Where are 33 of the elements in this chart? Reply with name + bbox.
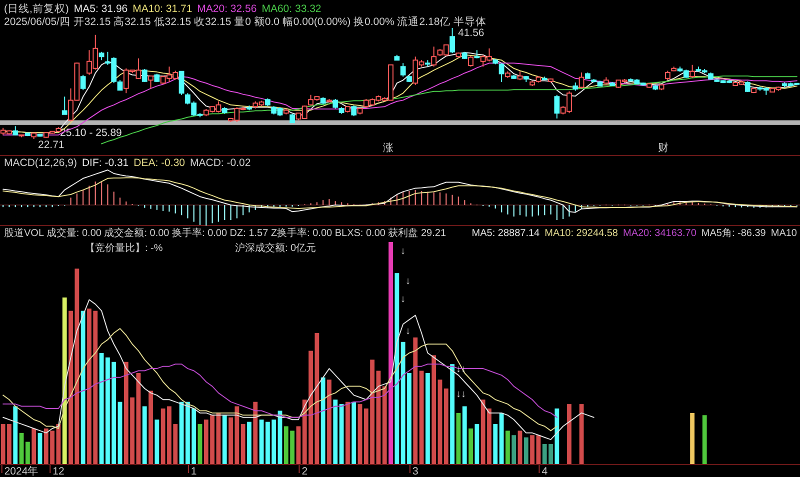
title: MACD(12,26,9) bbox=[4, 157, 77, 169]
note: 22.71 bbox=[38, 139, 64, 151]
legend: MA10: 29244.58 bbox=[544, 228, 618, 239]
note: ↓ bbox=[400, 246, 406, 257]
title: 股道VOL 成交量: 0.00 成交金额: 0.00 换手率: 0.00 DZ: 1.57 Z换手率: 0.00 BLXS: 0.00 获利盘 29.21 bbox=[4, 228, 446, 239]
legend: MA20: 32.56 bbox=[197, 3, 257, 15]
tick-label: 1 bbox=[190, 466, 197, 477]
note: 沪深成交额: 0亿元 bbox=[235, 243, 316, 254]
legend: MA5: 28887.14 bbox=[472, 228, 540, 239]
legend: MA20: 34163.70 bbox=[623, 228, 696, 239]
note: MACD: -0.02 bbox=[190, 157, 251, 169]
legend: DEA: -0.30 bbox=[134, 157, 185, 169]
tick-label: 3 bbox=[412, 466, 418, 477]
legend: MA60: 33.32 bbox=[262, 3, 322, 15]
tick-label: 2 bbox=[302, 466, 308, 477]
title: (日线,前复权) bbox=[4, 3, 69, 15]
note: 财 bbox=[658, 142, 669, 154]
note: 41.56 bbox=[458, 27, 484, 39]
legend: DIF: -0.31 bbox=[82, 157, 129, 169]
tick-label: 4 bbox=[542, 466, 548, 477]
note: MA5角: -86.39 bbox=[701, 228, 766, 239]
note: ↓↓ bbox=[456, 389, 466, 400]
note: ↓ bbox=[400, 294, 406, 305]
note: 涨 bbox=[383, 142, 394, 154]
note: ↓ bbox=[406, 326, 410, 337]
note: ↓ bbox=[406, 276, 410, 287]
legend: MA10: 31.71 bbox=[132, 3, 192, 15]
tick-label: 12 bbox=[52, 466, 64, 477]
note: 【竞价量比】: -% bbox=[85, 243, 163, 254]
tick-label: 2024年 bbox=[4, 466, 39, 477]
subtitle: 2025/06/05/四 开32.15 高32.15 低32.15 收32.15 量0 额0.0 幅0.00(0.00%) 换0.00% 流通2.18亿 半导体 bbox=[4, 16, 487, 28]
note: MA10 bbox=[770, 228, 797, 239]
legend: MA5: 31.96 bbox=[74, 3, 128, 15]
